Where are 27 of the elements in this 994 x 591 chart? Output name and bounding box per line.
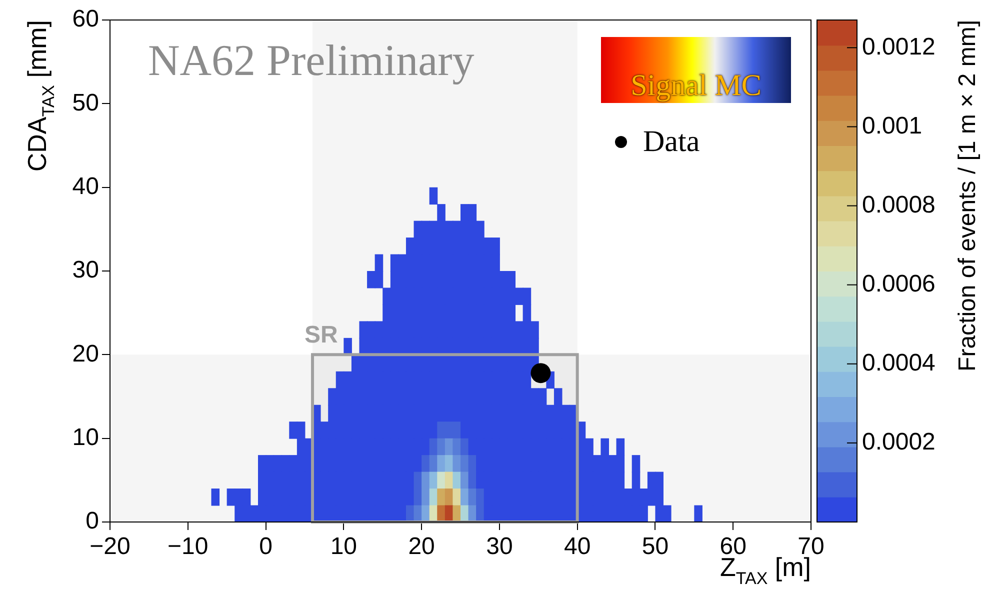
color-bar-label: 0.001 — [862, 112, 922, 140]
legend-title: Signal MC — [601, 37, 791, 103]
y-tick-label: 30 — [72, 256, 99, 284]
color-bar-title: Fraction of events / [1 m × 2 mm] — [954, 20, 981, 372]
y-tick-label: 50 — [72, 89, 99, 116]
color-bar-label: 0.0012 — [862, 33, 936, 60]
y-tick-label: 60 — [72, 6, 99, 33]
x-tick-label: −20 — [90, 533, 130, 560]
legend-label: Data — [643, 125, 700, 159]
y-tick-label: 40 — [72, 172, 99, 200]
x-tick-label: 0 — [259, 533, 272, 560]
color-bar-label: 0.0004 — [862, 350, 936, 377]
color-bar-label: 0.0006 — [862, 270, 936, 298]
x-tick-label: −10 — [168, 533, 208, 560]
y-tick-label: 10 — [72, 424, 99, 451]
y-axis-title: CDATAX [mm] — [22, 20, 58, 172]
color-bar-label: 0.0002 — [862, 428, 936, 456]
x-tick-label: 30 — [486, 533, 513, 560]
x-tick-label: 40 — [564, 533, 591, 560]
y-tick-label: 0 — [86, 508, 99, 535]
x-tick-label: 10 — [330, 533, 358, 560]
x-tick-label: 50 — [642, 533, 669, 560]
y-tick-label: 20 — [72, 340, 99, 368]
x-tick-label: 20 — [408, 533, 435, 560]
annotation: NA62 Preliminary — [148, 36, 474, 85]
color-bar-label: 0.0008 — [862, 191, 936, 218]
band-label: SR — [304, 322, 338, 349]
